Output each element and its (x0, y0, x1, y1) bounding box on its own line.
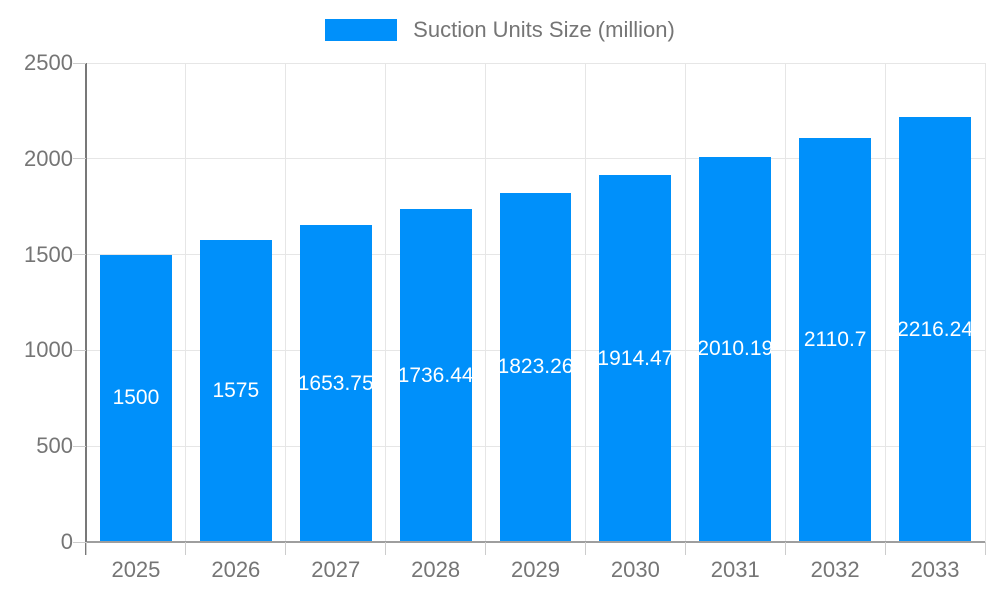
y-axis-label-0: 0 (60, 529, 73, 554)
v-gridline-8 (884, 63, 886, 542)
y-axis-line (85, 63, 87, 555)
bar-2028[interactable]: 1736.44 (399, 209, 472, 542)
v-gridline-7 (784, 63, 786, 542)
bar-value-label: 1736.44 (399, 363, 472, 387)
x-tick-0 (85, 542, 87, 555)
bar-value-label: 1575 (212, 379, 260, 403)
x-tick-2 (285, 542, 287, 555)
h-gridline-2500 (86, 62, 985, 64)
h-gridline-2000 (86, 158, 985, 160)
x-tick-4 (485, 542, 487, 555)
bar-2030[interactable]: 1914.47 (599, 175, 672, 542)
bar-2029[interactable]: 1823.26 (499, 192, 572, 542)
bar-2032[interactable]: 2110.7 (799, 137, 872, 542)
x-axis-label-2025: 2025 (111, 557, 161, 582)
bar-value-label: 1653.75 (299, 371, 372, 395)
y-axis-label-2500: 2500 (24, 50, 73, 75)
bar-value-label: 2110.7 (803, 327, 867, 351)
y-axis-label-1000: 1000 (24, 337, 73, 363)
x-tick-6 (684, 542, 686, 555)
x-tick-8 (884, 542, 886, 555)
v-gridline-3 (385, 63, 387, 542)
bar-value-label: 2010.19 (699, 337, 772, 361)
x-axis-label-2030: 2030 (610, 557, 660, 582)
x-axis-label-2028: 2028 (411, 557, 461, 582)
plot-area: 1500 1575 1653.75 1736.44 1823.26 1914.47 2010… (73, 62, 986, 555)
bar-2027[interactable]: 1653.75 (299, 225, 372, 542)
bar-2031[interactable]: 2010.19 (699, 156, 772, 542)
bar-2033[interactable]: 2216.24 (899, 117, 971, 542)
bar-value-label: 1914.47 (599, 346, 672, 370)
x-axis-label-2032: 2032 (810, 557, 860, 582)
x-tick-1 (185, 542, 187, 555)
x-tick-7 (784, 542, 786, 555)
v-gridline-9 (984, 63, 986, 542)
y-tick-500 (73, 445, 86, 447)
bar-value-label: 1500 (112, 386, 160, 410)
x-axis-label-2029: 2029 (511, 557, 560, 582)
x-axis-label-2031: 2031 (710, 557, 760, 582)
x-tick-5 (584, 542, 586, 555)
x-tick-9 (984, 542, 986, 555)
v-gridline-2 (285, 63, 287, 542)
y-tick-2500 (73, 62, 86, 64)
bar-value-label: 2216.24 (899, 317, 971, 341)
v-gridline-1 (185, 63, 187, 542)
y-tick-1000 (73, 349, 86, 351)
y-axis-label-500: 500 (36, 433, 73, 459)
bar-value-label: 1823.26 (499, 355, 572, 379)
bar-2026[interactable]: 1575 (199, 240, 272, 542)
y-axis-label-1500: 1500 (24, 241, 73, 267)
y-tick-1500 (73, 254, 86, 256)
v-gridline-4 (485, 63, 487, 542)
legend-label: Suction Units Size (million) (413, 17, 675, 42)
x-axis-label-2033: 2033 (910, 557, 960, 582)
legend[interactable]: Suction Units Size (million) (0, 17, 1000, 43)
y-tick-2000 (73, 158, 86, 160)
v-gridline-5 (584, 63, 586, 542)
legend-swatch (325, 19, 398, 41)
v-gridline-6 (684, 63, 686, 542)
x-tick-3 (385, 542, 387, 555)
x-axis-line (86, 541, 985, 543)
y-tick-0 (73, 541, 86, 543)
x-axis-label-2027: 2027 (311, 557, 361, 582)
bar-2025[interactable]: 1500 (99, 254, 172, 542)
x-axis-label-2026: 2026 (211, 557, 261, 582)
y-axis-label-2000: 2000 (24, 145, 73, 171)
